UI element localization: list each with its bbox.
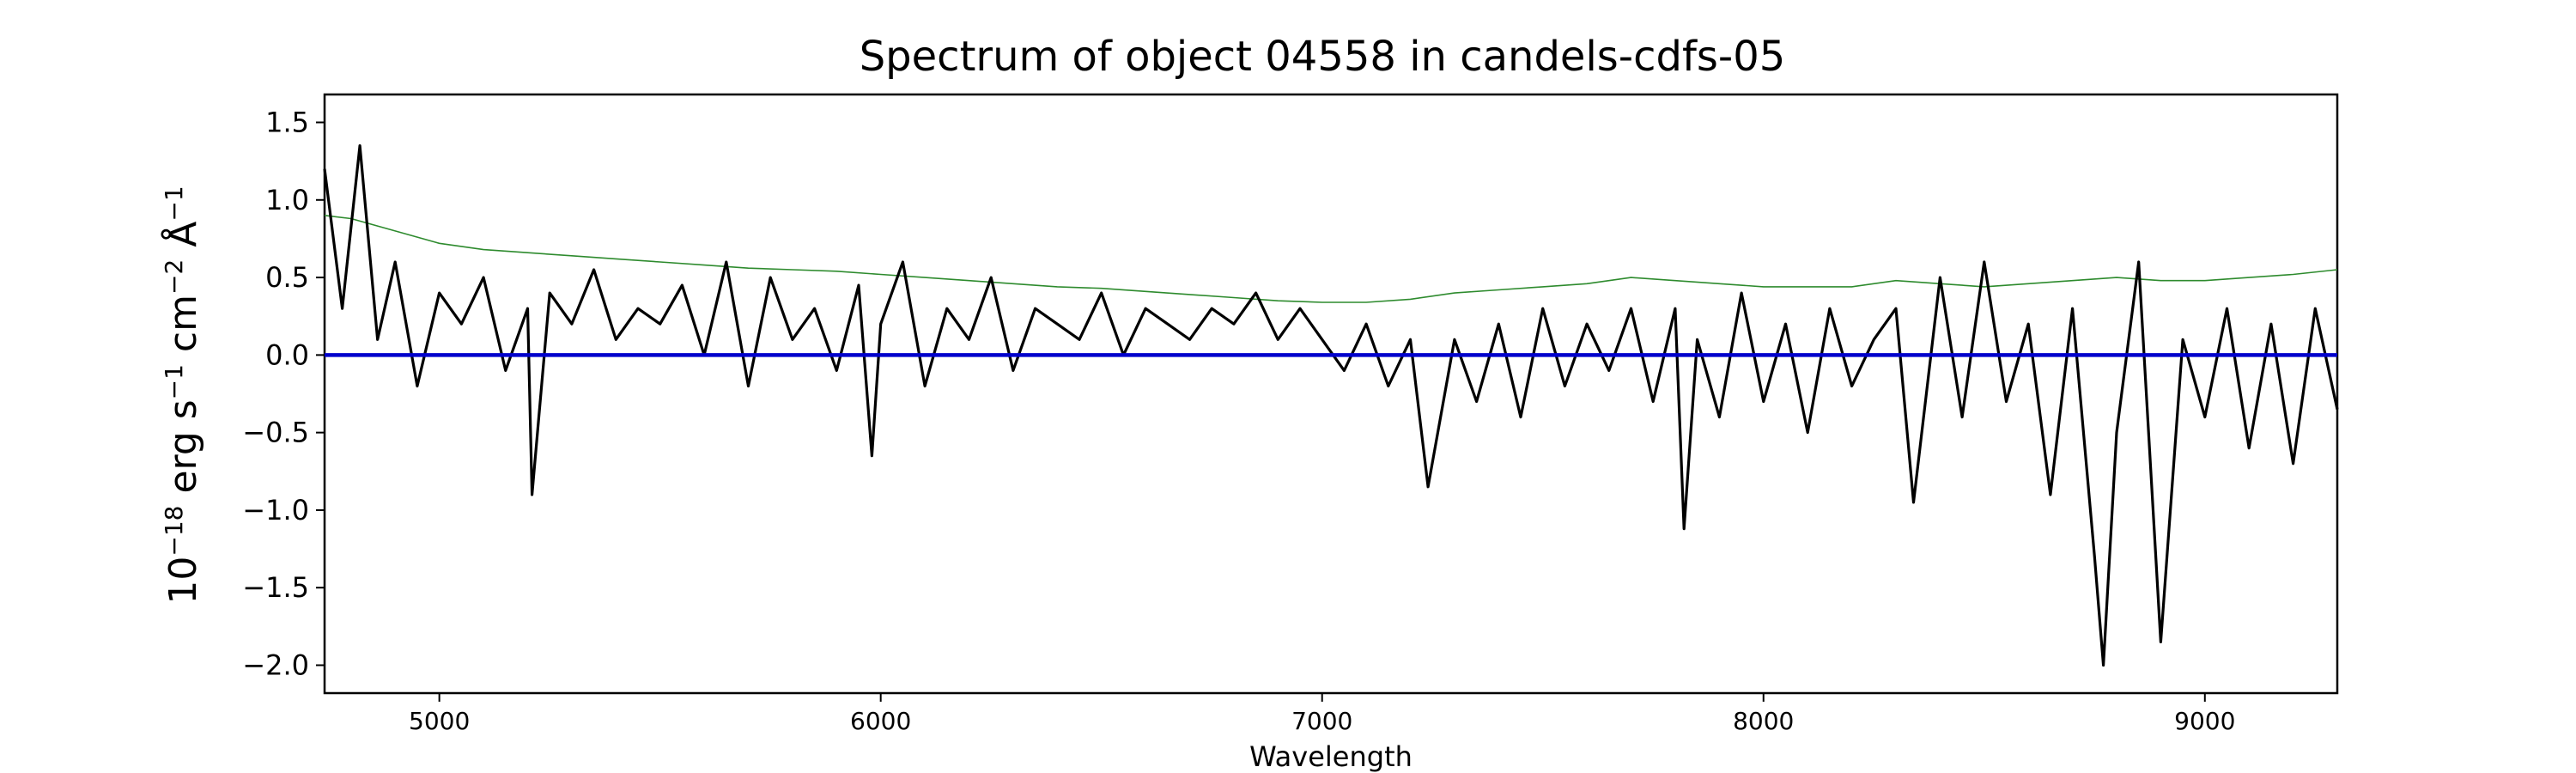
flux-spectrum-line — [323, 144, 2339, 667]
y-tick-label: 1.5 — [265, 107, 309, 139]
plot-area — [323, 93, 2339, 695]
chart-title: Spectrum of object 04558 in candels-cdfs… — [860, 33, 1786, 81]
ylabel-exponent: −18 — [160, 506, 188, 557]
y-axis-label: 10−18 erg s−1 cm−2 Å−1 — [160, 186, 206, 604]
x-tick-label: 5000 — [409, 707, 470, 735]
ylabel-unit-2: cm — [161, 295, 205, 364]
x-tick-label: 9000 — [2174, 707, 2235, 735]
x-tick-label: 6000 — [850, 707, 911, 735]
ylabel-unit-3: Å — [160, 222, 205, 259]
plot-frame — [323, 93, 2339, 695]
y-tick-label: −2.0 — [242, 648, 309, 681]
x-tick-label: 8000 — [1733, 707, 1794, 735]
error-spectrum-line — [324, 215, 2338, 303]
ylabel-exp-3: −1 — [160, 186, 188, 221]
y-tick-label: 1.0 — [265, 184, 309, 216]
ylabel-unit-1: erg s — [161, 399, 205, 505]
y-tick-label: 0.5 — [265, 261, 309, 294]
ylabel-prefix: 10 — [161, 557, 205, 605]
ylabel-exp-1: −1 — [160, 364, 188, 399]
y-tick-label: −1.0 — [242, 494, 309, 526]
x-axis: 5000 6000 7000 8000 9000 — [409, 693, 2235, 735]
y-axis: 1.5 1.0 0.5 0.0 −0.5 −1.0 −1.5 −2.0 — [242, 107, 325, 681]
x-axis-label: Wavelength — [1249, 740, 1413, 773]
y-tick-label: −1.5 — [242, 571, 309, 604]
y-tick-label: 0.0 — [265, 338, 309, 371]
x-tick-label: 7000 — [1291, 707, 1352, 735]
y-tick-label: −0.5 — [242, 417, 309, 449]
series-layer — [323, 144, 2339, 667]
ylabel-exp-2: −2 — [160, 259, 188, 295]
